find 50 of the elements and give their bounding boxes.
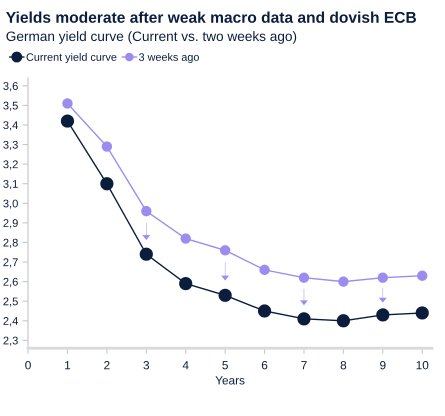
y-tick-label: 2,7 — [3, 258, 18, 268]
point — [417, 270, 428, 281]
y-tick-label: 2,5 — [3, 297, 18, 307]
legend-label: 3 weeks ago — [138, 52, 199, 64]
y-tick-label: 3,3 — [3, 140, 18, 150]
y-tick-label: 3,6 — [3, 82, 18, 92]
x-tick-label: 5 — [222, 361, 228, 370]
point — [220, 245, 230, 256]
point — [179, 276, 192, 290]
x-tick-label: 0 — [25, 361, 31, 370]
y-tick-label: 3,4 — [3, 121, 18, 130]
point — [376, 308, 390, 322]
y-tick-label: 2,4 — [3, 317, 18, 326]
point — [141, 206, 152, 216]
y-tick-label: 3,1 — [3, 180, 18, 190]
y-tick-label: 3,5 — [3, 102, 18, 111]
point — [378, 272, 388, 283]
point — [102, 141, 112, 152]
y-tick-label: 3,0 — [3, 200, 18, 209]
point — [258, 304, 272, 318]
point — [62, 98, 73, 109]
x-tick-label: 3 — [143, 361, 150, 370]
legend-label: Current yield curve — [26, 52, 116, 64]
point — [298, 272, 310, 283]
point — [338, 276, 349, 287]
point — [259, 264, 270, 276]
point — [218, 288, 232, 302]
x-tick-label: 8 — [340, 361, 346, 370]
point — [336, 314, 350, 328]
y-tick-label: 2,3 — [3, 336, 18, 346]
point — [100, 177, 114, 190]
x-tick-label: 2 — [104, 361, 110, 370]
point — [60, 114, 74, 128]
x-tick-label: 9 — [380, 361, 386, 370]
x-tick-label: 1 — [65, 361, 70, 370]
point — [297, 312, 311, 326]
x-tick-label: 10 — [416, 361, 428, 370]
y-tick-label: 2,9 — [3, 219, 18, 228]
x-tick-label: 4 — [182, 361, 189, 370]
point — [416, 306, 429, 320]
point — [140, 248, 153, 261]
y-tick-label: 2,8 — [3, 238, 18, 248]
y-tick-label: 3,2 — [3, 160, 18, 170]
y-tick-label: 2,6 — [3, 278, 18, 288]
chart-subtitle: German yield curve (Current vs. two weeks ago) — [6, 31, 296, 44]
x-axis-title: Years — [215, 376, 245, 385]
chart-title: Yields moderate after weak macro data and dovish ECB — [6, 11, 416, 23]
point — [180, 233, 191, 244]
x-tick-label: 7 — [301, 361, 307, 370]
x-tick-label: 6 — [262, 361, 268, 370]
